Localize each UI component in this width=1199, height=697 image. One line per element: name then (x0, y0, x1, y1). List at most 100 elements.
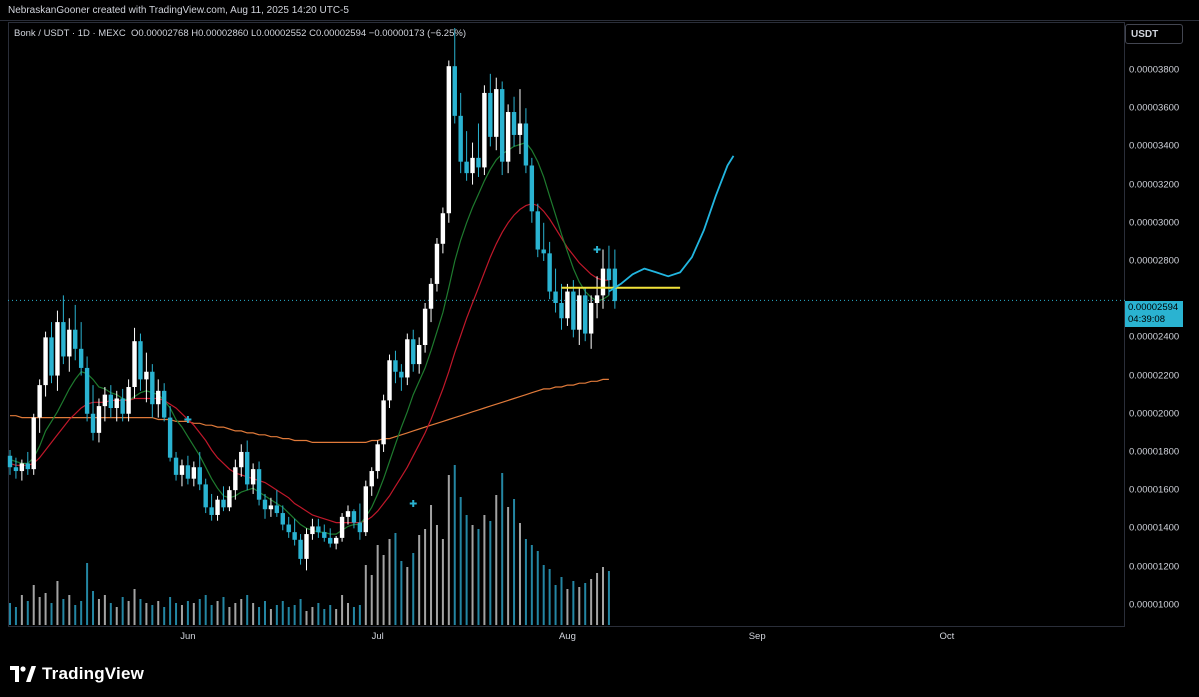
volume-bar (186, 601, 189, 625)
volume-bar (115, 607, 118, 625)
volume-bar (216, 601, 219, 625)
candle-body (185, 465, 191, 479)
legend-change: −0.00000173 (−6.25%) (368, 28, 466, 39)
candle-body (387, 360, 392, 401)
volume-bar (435, 525, 438, 625)
volume-bar (483, 515, 486, 625)
time-tick-label: Aug (558, 631, 576, 642)
volume-bar (554, 585, 557, 625)
candle-body (583, 295, 588, 334)
volume-bar (584, 583, 587, 625)
candle-body (565, 291, 570, 319)
volume-bar (317, 603, 320, 625)
volume-bar (299, 599, 302, 625)
volume-bar (14, 607, 17, 625)
candle-body (280, 513, 285, 525)
candle-body (553, 291, 558, 303)
candle-body (328, 537, 333, 544)
candle-body (505, 112, 511, 162)
candle-body (108, 394, 114, 409)
volume-bar (109, 603, 112, 625)
candle-body (416, 345, 422, 365)
volume-bar (32, 585, 35, 625)
volume-bar (86, 563, 89, 625)
candle-body (120, 398, 125, 414)
candle-body (144, 371, 149, 380)
candle-body (102, 394, 108, 407)
candle-body (499, 89, 505, 162)
candle-body (37, 385, 42, 418)
volume-bar (56, 581, 59, 625)
volume-bar (347, 603, 350, 625)
candle-body (209, 507, 214, 515)
volume-bar (275, 605, 278, 625)
candle-body (49, 337, 54, 376)
candle-body (494, 89, 499, 137)
volume-bars (9, 465, 610, 625)
volume-bar (406, 567, 409, 625)
cross-marker-icon (184, 415, 192, 423)
candle-body (440, 213, 446, 244)
currency-button[interactable]: USDT (1125, 24, 1183, 44)
volume-bar (441, 539, 444, 625)
volume-bar (258, 607, 261, 625)
volume-bar (80, 601, 83, 625)
volume-bar (430, 505, 433, 625)
volume-bar (252, 603, 255, 625)
price-tick-label: 0.00003200 (1129, 179, 1180, 191)
volume-bar (394, 533, 397, 625)
candle-body (274, 505, 280, 514)
volume-bar (412, 553, 415, 625)
volume-bar (234, 603, 237, 625)
candle-body (339, 516, 345, 538)
tradingview-logo-icon (10, 666, 36, 682)
volume-bar (240, 599, 243, 625)
candle-body (523, 123, 529, 166)
volume-bar (281, 601, 284, 625)
volume-bar (376, 545, 379, 625)
legend-symbol[interactable]: Bonk / USDT · 1D · MEXC (14, 28, 126, 39)
volume-bar (103, 595, 106, 625)
volume-bar (97, 599, 100, 625)
volume-bar (465, 515, 468, 625)
candle-body (286, 524, 291, 533)
candle-body (239, 451, 244, 468)
volume-bar (38, 597, 41, 625)
volume-bar (180, 605, 183, 625)
volume-bar (418, 535, 421, 625)
candle-body (606, 268, 612, 281)
volume-bar (447, 475, 450, 625)
candle-body (381, 400, 386, 445)
volume-bar (524, 539, 527, 625)
tradingview-logo[interactable]: TradingView (10, 662, 144, 686)
candle-body (298, 539, 303, 559)
candle-body (452, 66, 457, 116)
price-tick-label: 0.00002000 (1129, 408, 1180, 420)
candle-body (78, 348, 84, 368)
candle-body (446, 66, 452, 214)
candle-body (482, 92, 487, 168)
volume-bar (501, 473, 504, 625)
price-tick-label: 0.00001600 (1129, 484, 1180, 496)
cross-marker-icon (409, 500, 417, 508)
volume-bar (536, 551, 539, 625)
chart-pane[interactable] (8, 22, 1125, 627)
legend-low: L0.00002552 (250, 28, 307, 39)
volume-bar (287, 607, 290, 625)
symbol-legend[interactable]: Bonk / USDT · 1D · MEXC O0.00002768 H0.0… (14, 28, 466, 39)
candle-body (612, 268, 618, 302)
volume-bar (222, 597, 225, 625)
ma-slow-line (10, 378, 609, 443)
candle-body (488, 92, 493, 137)
last-price-badge: 0.00002594 04:39:08 (1125, 301, 1183, 327)
candle-body (434, 243, 440, 284)
candle-body (571, 291, 576, 330)
candle-body (476, 157, 481, 168)
candle-body (529, 165, 535, 212)
price-tick-label: 0.00003000 (1129, 217, 1180, 229)
projection-path (608, 155, 735, 293)
candle-body (375, 444, 380, 472)
candle-body (511, 112, 517, 135)
candle-body (90, 413, 96, 433)
